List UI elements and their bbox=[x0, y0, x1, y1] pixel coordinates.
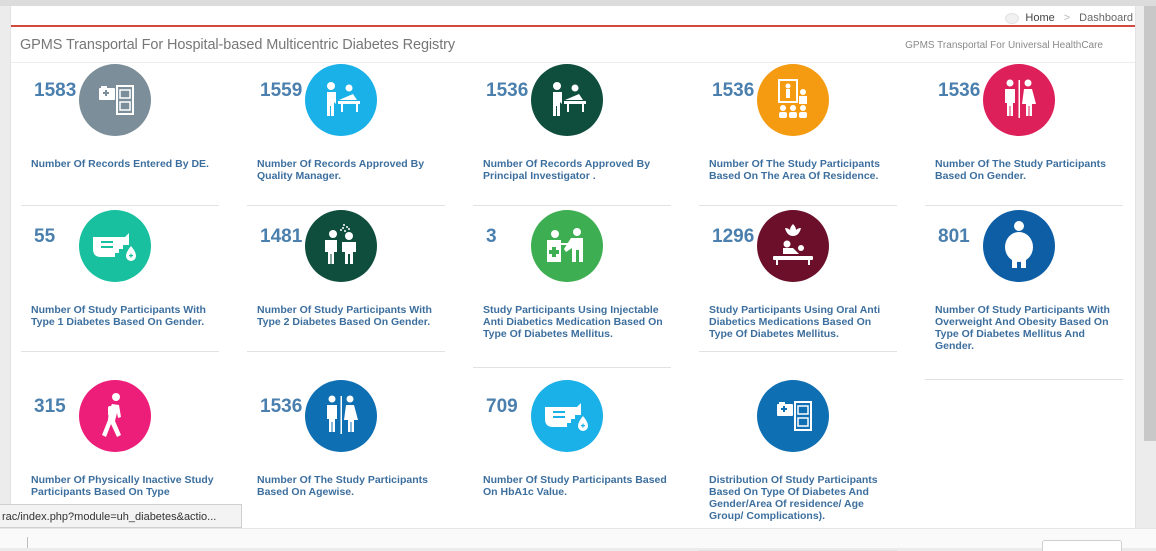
stat-card[interactable]: 55 Number Of Study Participants With Typ… bbox=[21, 210, 219, 352]
breadcrumb: Home > Dashboard bbox=[1005, 12, 1133, 24]
stat-card[interactable]: 1296 Study Participants Using Oral Anti … bbox=[699, 210, 897, 352]
stat-label[interactable]: Number Of Study Participants With Type 2… bbox=[257, 304, 432, 328]
injection-icon[interactable] bbox=[531, 210, 603, 282]
stat-count: 3 bbox=[486, 226, 497, 247]
home-icon[interactable] bbox=[1005, 12, 1020, 24]
stat-label[interactable]: Distribution Of Study Participants Based… bbox=[709, 474, 878, 522]
page-title: GPMS Transportal For Hospital-based Mult… bbox=[20, 37, 456, 53]
top-strip bbox=[0, 0, 1156, 6]
stat-label[interactable]: Study Participants Using Injectable Anti… bbox=[483, 304, 663, 340]
records-folder-icon[interactable] bbox=[757, 380, 829, 452]
records-folder-icon[interactable] bbox=[79, 64, 151, 136]
stat-count: 801 bbox=[938, 226, 970, 247]
sneezing-people-icon[interactable] bbox=[305, 210, 377, 282]
stat-count: 1481 bbox=[260, 226, 303, 247]
glucose-test-hand-icon[interactable] bbox=[531, 380, 603, 452]
stat-card[interactable]: Distribution Of Study Participants Based… bbox=[699, 380, 897, 551]
stat-label[interactable]: Number Of Physically Inactive Study Part… bbox=[31, 474, 214, 498]
stat-count: 1536 bbox=[486, 80, 529, 101]
stat-label[interactable]: Number Of The Study Participants Based O… bbox=[709, 158, 880, 182]
bottom-strip bbox=[0, 528, 1156, 551]
stat-label[interactable]: Number Of Study Participants Based On Hb… bbox=[483, 474, 667, 498]
stat-count: 1536 bbox=[260, 396, 303, 417]
stat-count: 1296 bbox=[712, 226, 755, 247]
stat-label[interactable]: Study Participants Using Oral Anti Diabe… bbox=[709, 304, 881, 340]
stat-card[interactable]: 709 Number Of Study Participants Based O… bbox=[473, 380, 671, 541]
stat-card[interactable]: 3 Study Participants Using Injectable An… bbox=[473, 210, 671, 368]
breadcrumb-current: Dashboard bbox=[1079, 12, 1133, 24]
stat-card[interactable]: 1536 Number Of The Study Participants Ba… bbox=[699, 64, 897, 206]
stat-label[interactable]: Number Of The Study Participants Based O… bbox=[935, 158, 1106, 182]
header-accent-line bbox=[11, 25, 1135, 27]
stat-card[interactable]: 1481 Number Of Study Participants With T… bbox=[247, 210, 445, 352]
stat-count: 55 bbox=[34, 226, 56, 247]
bottom-button[interactable] bbox=[1042, 540, 1122, 551]
stat-label[interactable]: Number Of Study Participants With Type 1… bbox=[31, 304, 206, 328]
obese-person-icon[interactable] bbox=[983, 210, 1055, 282]
page-subtitle: GPMS Transportal For Universal HealthCar… bbox=[905, 40, 1103, 51]
stat-count: 709 bbox=[486, 396, 518, 417]
stat-label[interactable]: Number Of Records Approved By Quality Ma… bbox=[257, 158, 425, 182]
stat-label[interactable]: Number Of Records Entered By DE. bbox=[31, 158, 209, 170]
presentation-audience-icon[interactable] bbox=[757, 64, 829, 136]
walking-person-icon[interactable] bbox=[79, 380, 151, 452]
breadcrumb-home[interactable]: Home bbox=[1025, 12, 1055, 24]
stat-count: 1536 bbox=[938, 80, 981, 101]
stat-card[interactable]: 1536 Number Of The Study Participants Ba… bbox=[247, 380, 445, 541]
scrollbar[interactable] bbox=[1144, 6, 1156, 441]
stat-card[interactable]: 1583 Number Of Records Entered By DE. bbox=[21, 64, 219, 206]
stat-count: 1536 bbox=[712, 80, 755, 101]
stat-count: 315 bbox=[34, 396, 66, 417]
stat-card[interactable]: 315 Number Of Physically Inactive Study … bbox=[21, 380, 219, 541]
stat-label[interactable]: Number Of Records Approved By Principal … bbox=[483, 158, 651, 182]
breadcrumb-separator: > bbox=[1063, 12, 1071, 24]
dashboard-panel: Home > Dashboard GPMS Transportal For Ho… bbox=[10, 6, 1136, 551]
stat-count: 1559 bbox=[260, 80, 303, 101]
status-bar-url: rac/index.php?module=uh_diabetes&actio..… bbox=[0, 504, 242, 528]
doctor-patient-icon[interactable] bbox=[305, 64, 377, 136]
male-female-icon[interactable] bbox=[983, 64, 1055, 136]
title-divider bbox=[11, 62, 1135, 63]
stat-card[interactable]: 1536 Number Of Records Approved By Princ… bbox=[473, 64, 671, 206]
stat-card[interactable]: 801 Number Of Study Participants With Ov… bbox=[925, 210, 1123, 380]
stat-card[interactable]: 1536 Number Of The Study Participants Ba… bbox=[925, 64, 1123, 206]
bottom-divider bbox=[27, 537, 28, 548]
doctor-patient-icon[interactable] bbox=[531, 64, 603, 136]
stat-label[interactable]: Number Of Study Participants With Overwe… bbox=[935, 304, 1110, 352]
stat-count: 1583 bbox=[34, 80, 77, 101]
stat-label[interactable]: Number Of The Study Participants Based O… bbox=[257, 474, 428, 498]
glucose-test-hand-icon[interactable] bbox=[79, 210, 151, 282]
massage-therapy-icon[interactable] bbox=[757, 210, 829, 282]
male-female-icon[interactable] bbox=[305, 380, 377, 452]
stat-card[interactable]: 1559 Number Of Records Approved By Quali… bbox=[247, 64, 445, 206]
